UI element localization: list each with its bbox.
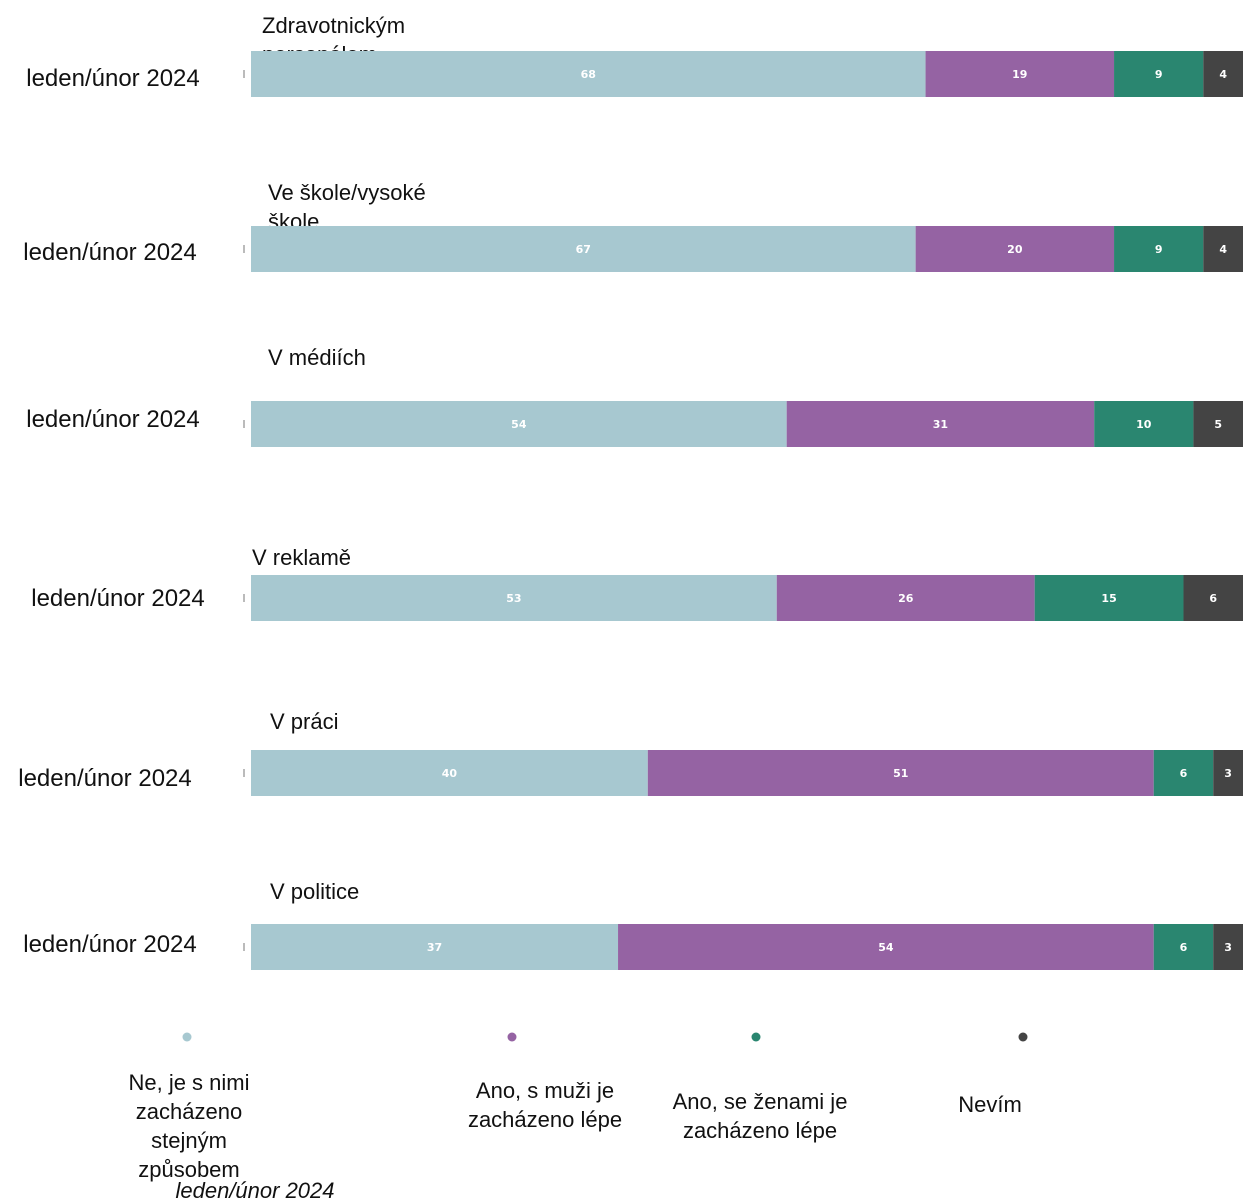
bar-segment <box>1114 51 1204 97</box>
data-label: 6 <box>1180 941 1188 954</box>
bar-segment <box>776 575 1035 621</box>
bar-segment <box>1034 575 1184 621</box>
data-label: 15 <box>1101 592 1116 605</box>
data-label: 54 <box>511 418 527 431</box>
footer-note: leden/únor 2024 <box>175 1178 335 1203</box>
bar-segment <box>1094 401 1194 447</box>
data-label: 31 <box>933 418 948 431</box>
group-title: V reklamě <box>252 545 351 570</box>
data-label: 9 <box>1155 68 1163 81</box>
bar-segment <box>915 226 1115 272</box>
bar-segment <box>251 401 787 447</box>
data-label: 51 <box>893 767 908 780</box>
group-title: V médiích <box>268 345 366 370</box>
legend-dot <box>751 1032 761 1042</box>
bar-segment <box>1203 51 1243 97</box>
data-label: 20 <box>1007 243 1023 256</box>
bar-segment <box>786 401 1095 447</box>
data-label: 37 <box>427 941 442 954</box>
bar-segment <box>1193 401 1243 447</box>
data-label: 19 <box>1012 68 1027 81</box>
bar-segment <box>251 226 916 272</box>
data-label: 9 <box>1155 243 1163 256</box>
bar-segment <box>1114 226 1204 272</box>
category-label: leden/únor 2024 <box>18 765 191 792</box>
bar-segment <box>1153 750 1214 796</box>
bar-segment <box>647 750 1154 796</box>
legend-label-same: Ne, je s nimi zacházeno stejným způsobem <box>128 1070 250 1182</box>
legend-dot <box>182 1032 192 1042</box>
bar-segment <box>925 51 1115 97</box>
data-label: 40 <box>442 767 458 780</box>
legend-dot <box>507 1032 517 1042</box>
legend-label-dont-know: Nevím <box>958 1092 1022 1117</box>
data-label: 54 <box>878 941 894 954</box>
category-label: leden/únor 2024 <box>26 65 199 92</box>
group-title: V politice <box>270 879 359 904</box>
category-label: leden/únor 2024 <box>26 406 199 433</box>
data-label: 5 <box>1214 418 1222 431</box>
data-label: 4 <box>1219 68 1227 81</box>
bar-segment <box>618 924 1154 970</box>
data-label: 10 <box>1136 418 1152 431</box>
bar-segment <box>251 575 777 621</box>
data-label: 67 <box>576 243 591 256</box>
data-label: 3 <box>1224 941 1232 954</box>
group-title: Ve škole/vysoké škole <box>268 180 426 234</box>
data-label: 3 <box>1224 767 1232 780</box>
legend-dot <box>1018 1032 1028 1042</box>
group-title: V práci <box>270 709 338 734</box>
bar-segment <box>1213 750 1243 796</box>
bar-segment <box>1213 924 1243 970</box>
category-label: leden/únor 2024 <box>31 585 204 612</box>
data-label: 4 <box>1219 243 1227 256</box>
data-label: 26 <box>898 592 914 605</box>
category-label: leden/únor 2024 <box>23 239 196 266</box>
data-label: 6 <box>1209 592 1217 605</box>
bar-segment <box>251 924 619 970</box>
data-label: 53 <box>506 592 521 605</box>
data-label: 68 <box>581 68 596 81</box>
bar-segment <box>1153 924 1214 970</box>
bar-segment <box>251 750 648 796</box>
data-label: 6 <box>1180 767 1188 780</box>
bar-segment <box>1203 226 1243 272</box>
bar-segment <box>251 51 926 97</box>
legend-label-women-better: Ano, se ženami je zacházeno lépe <box>672 1089 848 1143</box>
bar-segment <box>1183 575 1243 621</box>
category-label: leden/únor 2024 <box>23 931 196 958</box>
legend-label-men-better: Ano, s muži je zacházeno lépe <box>467 1078 623 1132</box>
